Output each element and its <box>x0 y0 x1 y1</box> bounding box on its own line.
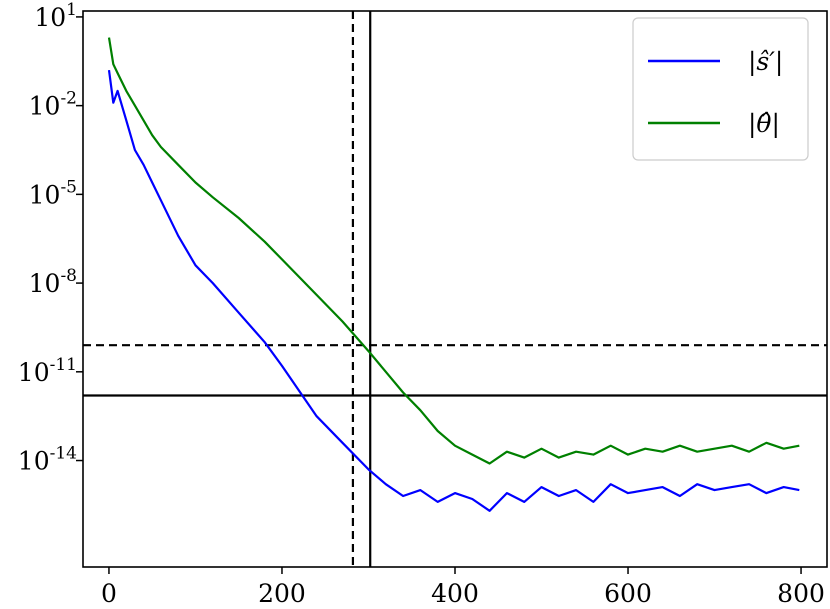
x-tick-label: 800 <box>777 579 825 608</box>
y-tick-label: 101 <box>34 0 77 32</box>
y-tick-label: 10-2 <box>29 89 77 121</box>
series-line-theta-hat <box>107 37 800 465</box>
x-tick-label: 600 <box>604 579 652 608</box>
y-axis: 101 10-2 10-5 10-8 10-11 10-14 <box>18 0 83 476</box>
x-tick-label: 0 <box>101 579 117 608</box>
x-tick-label: 400 <box>431 579 479 608</box>
y-tick-label: 10-14 <box>18 444 77 476</box>
legend-label: |ŝ′| <box>748 47 783 77</box>
y-tick-label: 10-8 <box>29 266 77 298</box>
x-axis: 0 200 400 600 800 <box>101 567 825 608</box>
legend: |ŝ′| |θ̂| <box>632 17 809 161</box>
reference-lines <box>83 11 827 567</box>
series-line-s-hat-prime <box>107 69 800 512</box>
legend-label: |θ̂| <box>748 109 780 139</box>
x-tick-label: 200 <box>258 579 306 608</box>
y-tick-label: 10-11 <box>18 355 77 387</box>
legend-box <box>632 17 809 161</box>
y-tick-label: 10-5 <box>29 177 77 209</box>
series-layer <box>107 37 800 512</box>
